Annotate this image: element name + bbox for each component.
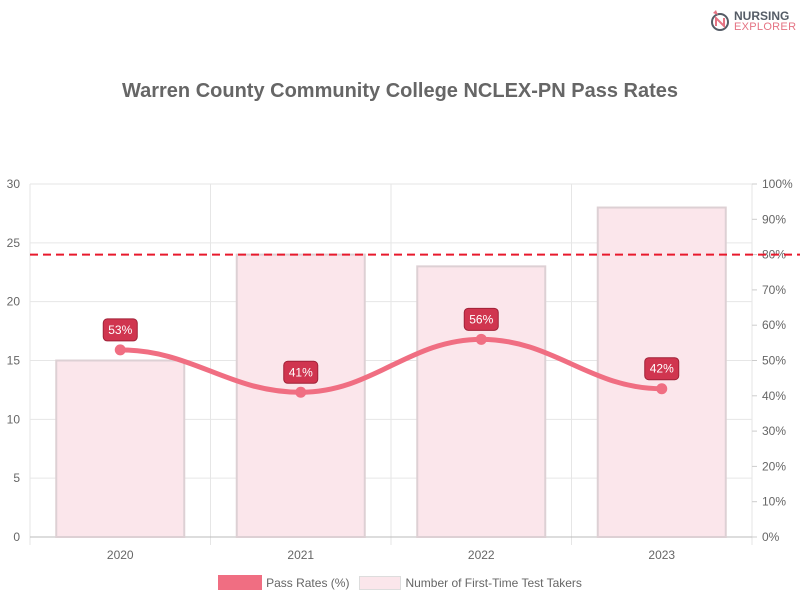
right-tick-label: 20%	[762, 459, 786, 473]
right-tick-label: 90%	[762, 212, 786, 226]
legend-item-pass-rates[interactable]: Pass Rates (%)	[218, 575, 349, 590]
right-tick-label: 70%	[762, 283, 786, 297]
legend-swatch-pass-rates	[218, 575, 263, 590]
logo-icon	[711, 10, 729, 31]
nursing-explorer-logo: NURSING EXPLORER	[710, 8, 796, 34]
bar-2020	[55, 359, 186, 538]
x-tick-label: 2021	[287, 548, 314, 562]
data-label: 42%	[650, 362, 674, 376]
pass-rate-point	[656, 383, 668, 395]
right-tick-label: 10%	[762, 495, 786, 509]
left-tick-label: 25	[7, 236, 21, 250]
pass-rate-point	[114, 344, 126, 356]
data-label-box	[283, 360, 319, 384]
data-label: 41%	[289, 365, 313, 379]
right-tick-label: 60%	[762, 318, 786, 332]
x-tick-label: 2022	[468, 548, 495, 562]
left-tick-label: 10	[7, 412, 21, 426]
data-label-box	[463, 307, 499, 331]
legend-item-test-takers[interactable]: Number of First-Time Test Takers	[359, 575, 582, 590]
left-tick-label: 30	[7, 177, 21, 191]
left-tick-label: 0	[13, 530, 20, 544]
bar-2022	[416, 265, 547, 538]
legend: Pass Rates (%) Number of First-Time Test…	[0, 575, 800, 590]
data-label-box	[644, 357, 680, 381]
pass-rate-line	[117, 336, 665, 395]
data-label: 56%	[469, 312, 493, 326]
left-tick-label: 5	[13, 471, 20, 485]
legend-swatch-test-takers	[359, 575, 402, 590]
chart-title: Warren County Community College NCLEX-PN…	[121, 80, 679, 102]
data-label-box	[102, 318, 138, 342]
pass-rate-point	[295, 386, 307, 398]
left-tick-label: 15	[7, 354, 21, 368]
right-tick-label: 50%	[762, 354, 786, 368]
right-tick-label: 0%	[762, 530, 780, 544]
right-tick-label: 40%	[762, 389, 786, 403]
x-tick-label: 2020	[107, 548, 134, 562]
right-tick-label: 30%	[762, 424, 786, 438]
right-tick-label: 100%	[762, 177, 793, 191]
data-label: 53%	[108, 323, 132, 337]
x-tick-label: 2023	[648, 548, 675, 562]
pass-rate-point	[475, 333, 487, 345]
left-tick-label: 20	[7, 295, 21, 309]
